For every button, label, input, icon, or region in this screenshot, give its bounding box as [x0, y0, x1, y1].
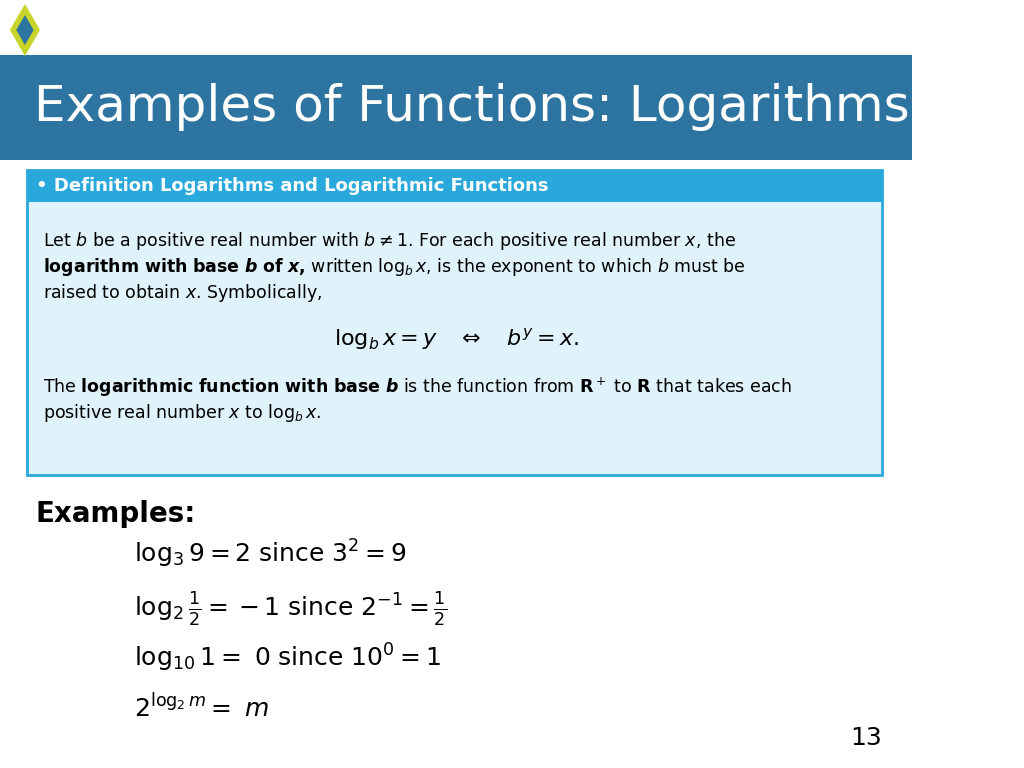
Text: $\log_{10} 1 = \ 0$ since $10^0 = 1$: $\log_{10} 1 = \ 0$ since $10^0 = 1$	[134, 642, 440, 674]
Text: $\log_b x = y \quad \Leftrightarrow \quad b^y = x.$: $\log_b x = y \quad \Leftrightarrow \qua…	[334, 326, 579, 352]
Text: raised to obtain $x$. Symbolically,: raised to obtain $x$. Symbolically,	[43, 282, 322, 304]
Text: positive real number $x$ to $\log_b x$.: positive real number $x$ to $\log_b x$.	[43, 402, 321, 424]
Polygon shape	[16, 15, 34, 45]
FancyBboxPatch shape	[27, 170, 882, 475]
Text: $\log_2 \frac{1}{2} = -1$ since $2^{-1} = \frac{1}{2}$: $\log_2 \frac{1}{2} = -1$ since $2^{-1} …	[134, 590, 446, 627]
Text: Examples of Functions: Logarithms: Examples of Functions: Logarithms	[34, 83, 909, 131]
FancyBboxPatch shape	[0, 55, 912, 160]
FancyBboxPatch shape	[27, 170, 882, 202]
Polygon shape	[10, 4, 40, 56]
Text: $\log_3 9 = 2$ since $3^2 = 9$: $\log_3 9 = 2$ since $3^2 = 9$	[134, 538, 407, 570]
Text: Examples:: Examples:	[36, 500, 196, 528]
Text: Let $b$ be a positive real number with $b \neq 1$. For each positive real number: Let $b$ be a positive real number with $…	[43, 230, 735, 252]
Text: 13: 13	[850, 726, 882, 750]
Text: The $\mathbf{logarithmic\ function\ with\ base}\ \boldsymbol{b}$ is the function: The $\mathbf{logarithmic\ function\ with…	[43, 376, 792, 399]
Text: $\mathbf{logarithm\ with\ base}\ \boldsymbol{b}\ \mathbf{of}\ \boldsymbol{x}\mat: $\mathbf{logarithm\ with\ base}\ \boldsy…	[43, 256, 745, 278]
Text: • Definition Logarithms and Logarithmic Functions: • Definition Logarithms and Logarithmic …	[36, 177, 548, 195]
Text: $2^{\log_2 m} = \ m$: $2^{\log_2 m} = \ m$	[134, 694, 269, 723]
